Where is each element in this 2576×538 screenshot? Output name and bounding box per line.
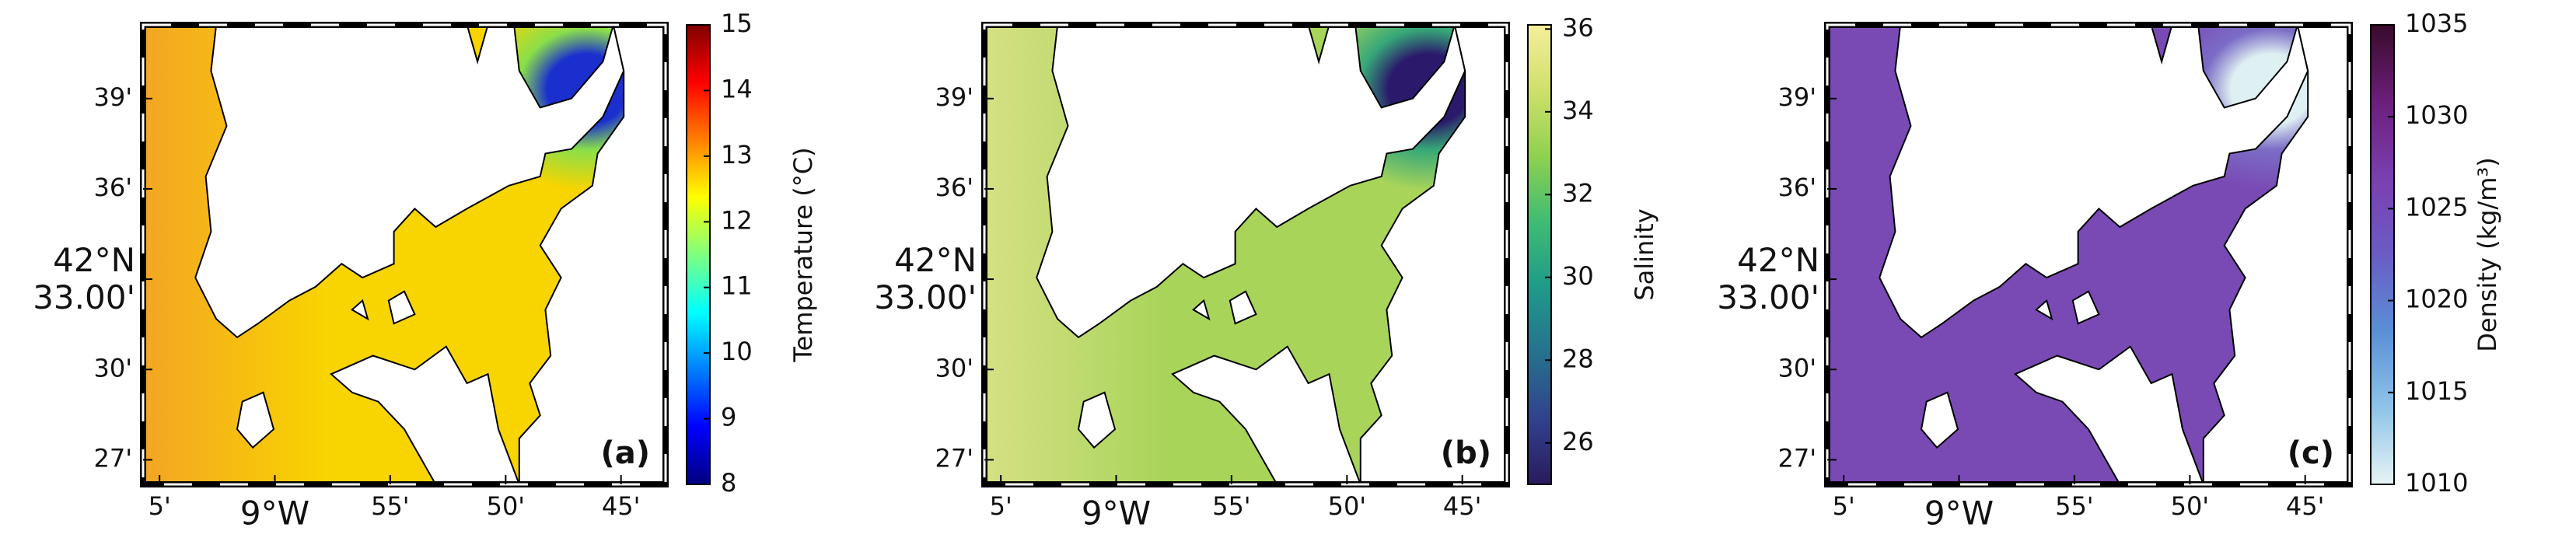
colorbar-tick-label: 30 — [1562, 261, 1594, 291]
colorbar-tick-label: 1025 — [2405, 192, 2468, 222]
land — [351, 299, 369, 321]
colorbar-tick-label: 10 — [721, 337, 753, 366]
y-tick-label: 42°N 33.00' — [33, 241, 135, 317]
colorbar-tick-label: 34 — [1562, 96, 1594, 125]
map-frame-ticks — [142, 23, 667, 486]
y-tick-label: 42°N 33.00' — [1717, 241, 1819, 317]
y-tick-label: 36' — [93, 173, 132, 202]
map-panel: 5' 9°W 55' 50' 45' 39' 36' 30' 27' (c) 1010 1015 102… — [1777, 9, 2502, 533]
colorbar-tick-label: 28 — [1562, 344, 1594, 373]
colorbar-tick-label: 14 — [721, 74, 753, 103]
colorbar-tick-label: 11 — [721, 271, 753, 301]
y-tick-label: 30' — [93, 353, 132, 383]
land — [1077, 391, 1117, 449]
land — [1171, 345, 1362, 485]
y-tick-label: 42°N 33.00' — [874, 241, 977, 317]
y-tick-label: 39' — [93, 82, 132, 112]
colorbar-tick-label: 15 — [721, 9, 753, 38]
panel-label: (c) — [2288, 435, 2334, 471]
map-panel: 5' 9°W 55' 50' 45' 39' 36' 30' 27' (b) 26 28 30 32 34 3… — [935, 12, 1659, 532]
y-tick-label: 36' — [935, 173, 973, 202]
colorbar — [686, 24, 711, 485]
colorbar-tick-label: 32 — [1562, 178, 1594, 208]
x-tick-label: 55' — [1212, 491, 1251, 521]
y-tick-label: 39' — [1777, 82, 1816, 112]
colorbar-tick-label: 1035 — [2405, 9, 2468, 38]
colorbar-tick-label: 9 — [721, 403, 736, 432]
colorbar-tick-label: 36 — [1562, 12, 1594, 42]
x-tick-label: 50' — [2171, 491, 2210, 521]
x-tick-label: 9°W — [1082, 494, 1151, 533]
y-tick-label: 36' — [1777, 173, 1816, 202]
colorbar-tick-label: 12 — [721, 205, 753, 235]
colorbar-tick-label: 26 — [1562, 427, 1594, 456]
colorbar — [2370, 24, 2395, 485]
x-tick-label: 5' — [149, 491, 171, 521]
x-tick-label: 50' — [1328, 491, 1367, 521]
colorbar-tick-label: 13 — [721, 140, 753, 169]
colorbar — [1527, 24, 1552, 485]
colorbar-tick-label: 1015 — [2405, 376, 2468, 406]
y-tick-label: 39' — [935, 82, 973, 112]
colorbar-tick-label: 1020 — [2405, 285, 2468, 314]
land — [330, 345, 521, 485]
x-tick-label: 9°W — [1924, 494, 1994, 533]
land — [2071, 290, 2100, 325]
y-tick-label: 27' — [935, 443, 973, 473]
y-tick-label: 27' — [1777, 443, 1816, 473]
land — [387, 290, 416, 325]
x-tick-label: 45' — [1443, 491, 1482, 521]
x-tick-label: 45' — [602, 491, 641, 521]
x-tick-label: 9°W — [240, 494, 309, 533]
land — [1879, 24, 2309, 339]
land — [1192, 299, 1211, 321]
x-tick-label: 55' — [371, 491, 410, 521]
land — [1036, 24, 1466, 339]
land — [2014, 345, 2205, 485]
land — [236, 391, 275, 449]
y-tick-label: 27' — [93, 443, 132, 473]
colorbar-tick-label: 8 — [721, 468, 736, 498]
x-tick-label: 45' — [2286, 491, 2325, 521]
land — [2035, 299, 2053, 321]
map-panel: 5' 9°W 55' 50' 45' 39' 36' 30' 27' (a) 8 9 10 11 12 13 1… — [93, 9, 818, 533]
map-frame-ticks — [1826, 23, 2351, 486]
x-tick-label: 5' — [1833, 491, 1855, 521]
colorbar-title: Temperature (°C) — [788, 147, 818, 362]
y-tick-label: 30' — [1777, 353, 1816, 383]
map-frame-ticks — [983, 23, 1508, 486]
x-tick-label: 55' — [2055, 491, 2094, 521]
x-tick-label: 5' — [990, 491, 1012, 521]
colorbar-title: Salinity — [1630, 208, 1659, 300]
land — [194, 24, 625, 339]
colorbar-tick-label: 1030 — [2405, 100, 2468, 130]
colorbar-tick-label: 1010 — [2405, 468, 2468, 498]
colorbar-title: Density (kg/m³) — [2473, 157, 2502, 351]
land — [1920, 391, 1959, 449]
panel-label: (b) — [1441, 435, 1491, 471]
land — [1229, 290, 1257, 325]
y-tick-label: 30' — [935, 353, 973, 383]
panel-label: (a) — [600, 435, 650, 471]
x-tick-label: 50' — [487, 491, 526, 521]
